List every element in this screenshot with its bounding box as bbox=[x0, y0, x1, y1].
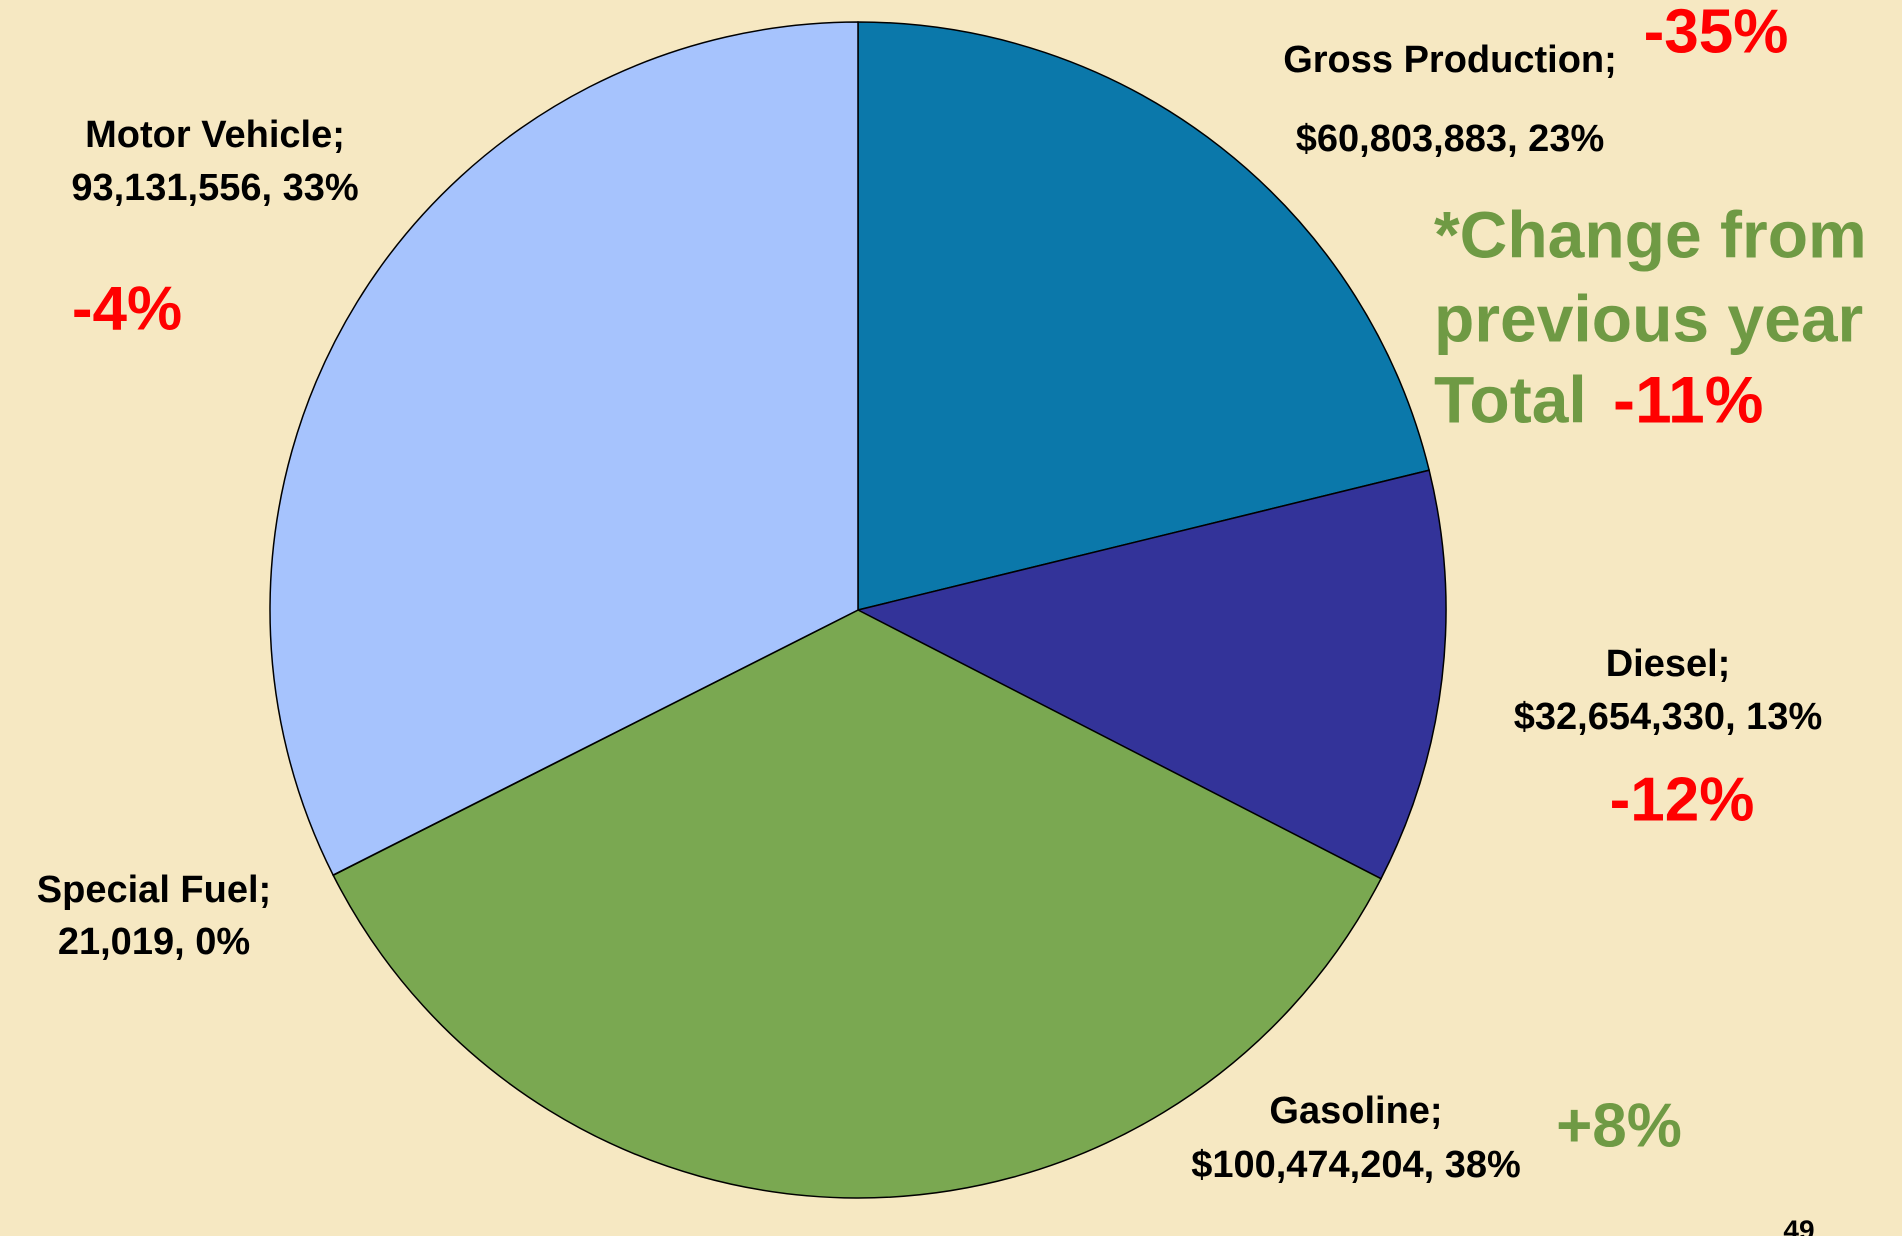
pie-slice bbox=[332, 609, 1383, 1199]
change-label: +8% bbox=[1556, 1091, 1682, 1160]
slice-value-label: 21,019, 0% bbox=[58, 921, 250, 963]
slice-label: Gross Production; bbox=[1283, 39, 1617, 81]
total-change: -11% bbox=[1613, 362, 1763, 436]
slice-label: Motor Vehicle; bbox=[85, 114, 345, 156]
change-label: -12% bbox=[1610, 765, 1755, 834]
pie-slice bbox=[269, 21, 859, 876]
slice-value-label: $60,803,883, 23% bbox=[1296, 118, 1605, 160]
change-label: -4% bbox=[72, 274, 182, 343]
note-line-2: previous year bbox=[1434, 281, 1863, 355]
slice-label: Special Fuel; bbox=[37, 869, 271, 911]
change-label: -35% bbox=[1644, 0, 1789, 66]
pie-slice bbox=[855, 469, 1447, 880]
page-number: 49 bbox=[1783, 1214, 1814, 1236]
slice-label: Gasoline; bbox=[1269, 1090, 1442, 1132]
pie-slice bbox=[857, 21, 1431, 611]
slice-value-label: $32,654,330, 13% bbox=[1514, 696, 1823, 738]
slice-label: Diesel; bbox=[1606, 643, 1731, 685]
slice-value-label: $100,474,204, 38% bbox=[1191, 1144, 1521, 1186]
note-line-1: *Change from bbox=[1434, 197, 1867, 271]
total-label: Total bbox=[1434, 362, 1587, 436]
slice-value-label: 93,131,556, 33% bbox=[71, 167, 358, 209]
